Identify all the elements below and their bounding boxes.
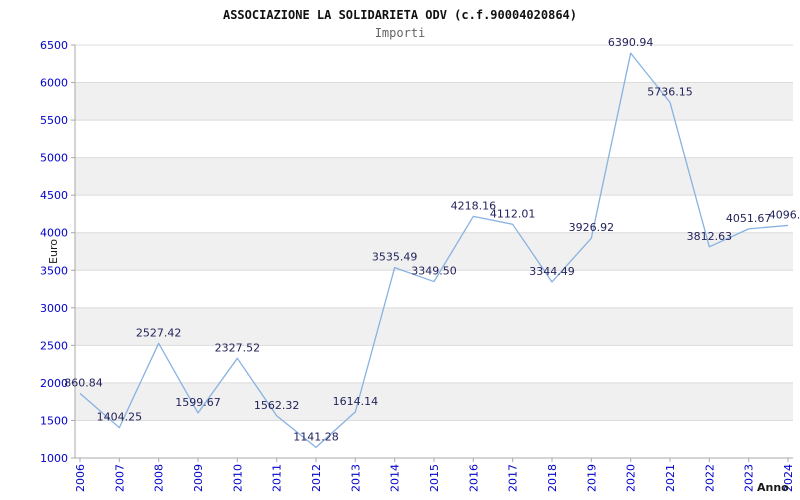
data-point-label: 4096.8 bbox=[769, 208, 800, 221]
x-tick-label: 2006 bbox=[74, 464, 87, 492]
x-tick-label: 2019 bbox=[585, 464, 598, 492]
x-tick-label: 2018 bbox=[546, 464, 559, 492]
data-point-label: 1404.25 bbox=[97, 411, 143, 424]
data-point-label: 1141.28 bbox=[293, 430, 339, 443]
x-tick-label: 2007 bbox=[113, 464, 126, 492]
data-point-label: 3344.49 bbox=[529, 265, 575, 278]
x-tick-label: 2012 bbox=[310, 464, 323, 492]
x-tick-label: 2010 bbox=[231, 464, 244, 492]
data-point-label: 5736.15 bbox=[647, 85, 693, 98]
x-tick-label: 2024 bbox=[782, 464, 795, 492]
data-point-label: 3926.92 bbox=[569, 221, 615, 234]
y-tick-label: 3500 bbox=[40, 264, 68, 277]
x-tick-label: 2009 bbox=[192, 464, 205, 492]
x-tick-label: 2017 bbox=[507, 464, 520, 492]
data-point-label: 3349.50 bbox=[411, 265, 457, 278]
x-tick-label: 2022 bbox=[703, 464, 716, 492]
x-tick-label: 2014 bbox=[389, 464, 402, 492]
y-axis-title: Euro bbox=[47, 239, 60, 264]
grid-band bbox=[75, 345, 793, 383]
data-point-label: 2327.52 bbox=[215, 341, 261, 354]
data-point-label: 3812.63 bbox=[687, 230, 733, 243]
x-tick-label: 2020 bbox=[625, 464, 638, 492]
y-tick-label: 4000 bbox=[40, 227, 68, 240]
x-tick-label: 2013 bbox=[349, 464, 362, 492]
grid-band bbox=[75, 120, 793, 158]
x-axis-title: Anno bbox=[757, 481, 789, 494]
data-point-label: 1599.67 bbox=[175, 396, 221, 409]
y-tick-label: 6500 bbox=[40, 39, 68, 52]
y-tick-label: 4500 bbox=[40, 189, 68, 202]
x-tick-label: 2016 bbox=[467, 464, 480, 492]
data-point-label: 1614.14 bbox=[333, 395, 379, 408]
x-tick-label: 2021 bbox=[664, 464, 677, 492]
y-tick-label: 1000 bbox=[40, 452, 68, 465]
y-tick-label: 5000 bbox=[40, 152, 68, 165]
y-tick-label: 2500 bbox=[40, 339, 68, 352]
data-point-label: 4218.16 bbox=[451, 199, 497, 212]
grid-band bbox=[75, 382, 793, 421]
y-tick-label: 1500 bbox=[40, 414, 68, 427]
y-tick-label: 3000 bbox=[40, 302, 68, 315]
data-point-label: 2527.42 bbox=[136, 326, 182, 339]
series-line bbox=[79, 52, 789, 449]
grid-band bbox=[75, 270, 793, 308]
grid-band bbox=[75, 45, 793, 83]
data-point-label: 3535.49 bbox=[372, 251, 418, 264]
data-point-label: 1860.84 bbox=[57, 376, 103, 389]
y-tick-label: 6000 bbox=[40, 77, 68, 90]
data-point-label: 1562.32 bbox=[254, 399, 300, 412]
grid-band bbox=[75, 307, 793, 346]
x-tick-label: 2011 bbox=[271, 464, 284, 492]
data-point-label: 6390.94 bbox=[608, 36, 654, 49]
y-tick-label: 5500 bbox=[40, 114, 68, 127]
chart-subtitle: Importi bbox=[374, 26, 426, 40]
y-tick-label: 2000 bbox=[40, 377, 68, 390]
grid-band bbox=[75, 195, 793, 233]
data-labels-group: 1860.84 1404.25 2527.42 1599.67 2327.52 1562.… bbox=[57, 36, 800, 443]
x-tick-label: 2023 bbox=[743, 464, 756, 492]
x-tick-label: 2015 bbox=[428, 464, 441, 492]
grid-band bbox=[75, 232, 793, 271]
grid-band bbox=[75, 420, 793, 458]
x-tick-label: 2008 bbox=[153, 464, 166, 492]
chart-title: ASSOCIAZIONE LA SOLIDARIETA ODV (c.f.900… bbox=[222, 8, 577, 22]
data-point-label: 4112.01 bbox=[490, 207, 536, 220]
data-point-label: 4051.67 bbox=[726, 212, 772, 225]
grid-band bbox=[75, 157, 793, 196]
